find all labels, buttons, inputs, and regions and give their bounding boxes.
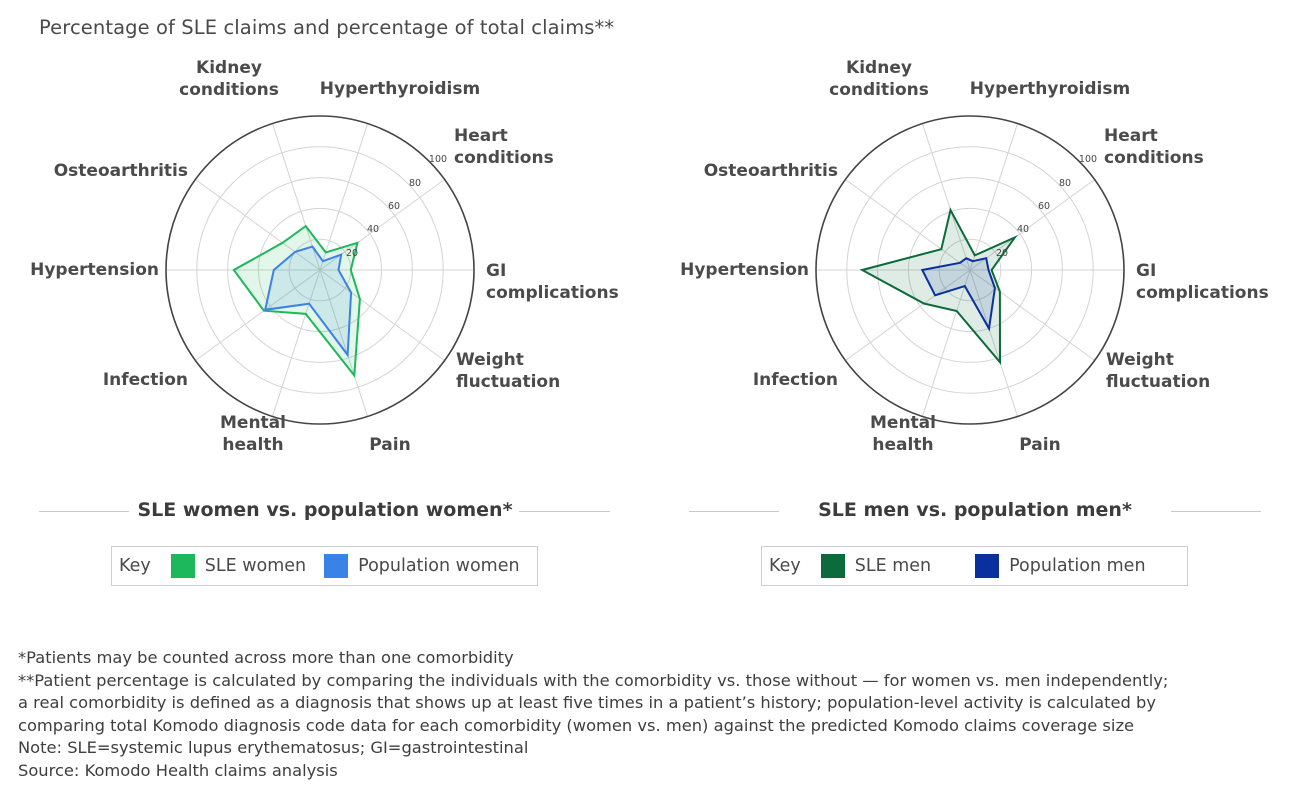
women-axis-label-gi-complications: GI complications (486, 261, 619, 303)
men-spoke-5 (969, 269, 1019, 417)
men-axis-label-heart-conditions: Heart conditions (1104, 126, 1204, 168)
women-tick-label-100: 100 (429, 154, 447, 165)
legend-women: Key SLE women Population women (111, 546, 538, 586)
footnotes: *Patients may be counted across more tha… (18, 647, 1168, 783)
legend-label-population-men: Population men (1009, 556, 1146, 576)
divider-left-a (39, 511, 129, 512)
legend-key-label: Key (769, 556, 801, 576)
footnote-3: a real comorbidity is defined as a diagn… (18, 693, 1156, 713)
footnote-source: Source: Komodo Health claims analysis (18, 760, 338, 780)
radar-chart-men: 20 40 60 80 100 Hyperthyroidism Heart condition… (680, 58, 1269, 455)
women-axis-label-pain: Pain (369, 435, 410, 455)
footnote-4: comparing total Komodo diagnosis code da… (18, 715, 1135, 735)
women-tick-label-60: 60 (388, 201, 400, 212)
women-axis-label-heart-conditions: Heart conditions (454, 126, 554, 168)
women-axis-label-kidney-conditions: Kidney conditions (179, 58, 279, 100)
men-tick-label-80: 80 (1059, 178, 1071, 189)
men-axis-label-hyperthyroidism: Hyperthyroidism (970, 79, 1130, 99)
men-tick-label-20: 20 (996, 248, 1008, 259)
legend-entry-population-men: Population men (965, 554, 1146, 578)
women-spoke-9 (195, 179, 321, 271)
men-spoke-6 (921, 269, 971, 417)
women-outer-ring (165, 115, 475, 425)
divider-right-a (689, 511, 779, 512)
men-axis-label-hypertension: Hypertension (680, 260, 809, 280)
men-axis-label-infection: Infection (753, 370, 838, 390)
women-spoke-7 (195, 269, 321, 361)
men-axis-label-weight-fluctuation: Weight fluctuation (1106, 350, 1210, 392)
women-series-sle-women (232, 224, 361, 379)
women-spoke-1 (319, 123, 369, 271)
legend-label-population-women: Population women (358, 556, 520, 576)
women-axis-label-osteoarthritis: Osteoarthritis (54, 161, 188, 181)
women-series-population-women (263, 245, 353, 358)
men-axis-label-kidney-conditions: Kidney conditions (829, 58, 929, 100)
men-axis-label-pain: Pain (1019, 435, 1060, 455)
footnote-2: **Patient percentage is calculated by co… (18, 670, 1169, 690)
legend-swatch-population-men (975, 554, 1000, 578)
legend-swatch-sle-women (170, 554, 195, 578)
women-spoke-4 (319, 269, 445, 361)
women-spoke-5 (319, 269, 369, 417)
men-spoke-2 (969, 179, 1095, 271)
women-axis-label-infection: Infection (103, 370, 188, 390)
legend-swatch-sle-men (820, 554, 845, 578)
women-spoke-6 (271, 269, 321, 417)
legend-swatch-population-women (324, 554, 349, 578)
chart-subtitle-women: SLE women vs. population women* (137, 499, 513, 521)
men-spoke-10 (921, 123, 971, 271)
women-tick-label-40: 40 (367, 224, 379, 235)
chart-subtitle-men: SLE men vs. population men* (818, 499, 1132, 521)
men-tick-label-100: 100 (1079, 154, 1097, 165)
men-series-sle-men (859, 207, 1018, 366)
men-tick-label-60: 60 (1038, 201, 1050, 212)
women-axis-label-hyperthyroidism: Hyperthyroidism (320, 79, 480, 99)
divider-right-b (1171, 511, 1261, 512)
legend-men: Key SLE men Population men (761, 546, 1188, 586)
women-axis-label-mental-health: Mental health (220, 413, 286, 455)
footnote-note: Note: SLE=systemic lupus erythematosus; … (18, 738, 529, 758)
divider-left-b (519, 511, 610, 512)
men-spoke-4 (969, 269, 1095, 361)
legend-entry-sle-men: SLE men (811, 554, 931, 578)
women-tick-label-80: 80 (409, 178, 421, 189)
women-axis-label-weight-fluctuation: Weight fluctuation (456, 350, 560, 392)
men-axis-label-mental-health: Mental health (870, 413, 936, 455)
page-title: Percentage of SLE claims and percentage … (39, 16, 615, 39)
women-spoke-10 (271, 123, 321, 271)
men-outer-ring (815, 115, 1125, 425)
legend-label-sle-men: SLE men (854, 556, 932, 576)
legend-key-label: Key (119, 556, 151, 576)
men-spoke-1 (969, 123, 1019, 271)
legend-entry-population-women: Population women (314, 554, 520, 578)
footnote-1: *Patients may be counted across more tha… (18, 648, 514, 667)
women-axis-label-hypertension: Hypertension (30, 260, 159, 280)
men-series-population-men (920, 256, 996, 332)
men-axis-label-osteoarthritis: Osteoarthritis (704, 161, 838, 181)
legend-label-sle-women: SLE women (204, 556, 307, 576)
legend-entry-sle-women: SLE women (161, 554, 306, 578)
radar-chart-women: 20 40 60 80 100 Hyperthyroidism Heart condition… (30, 58, 619, 455)
women-tick-label-20: 20 (346, 248, 358, 259)
men-tick-label-40: 40 (1017, 224, 1029, 235)
men-axis-label-gi-complications: GI complications (1136, 261, 1269, 303)
men-spoke-9 (845, 179, 971, 271)
men-spoke-7 (845, 269, 971, 361)
